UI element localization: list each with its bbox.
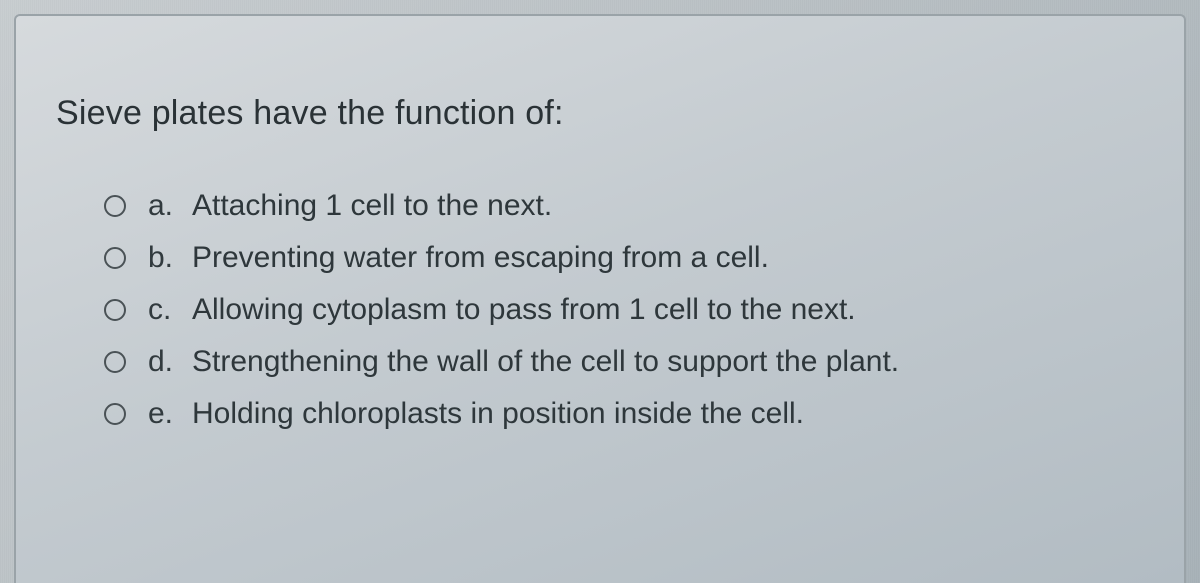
option-b-radio[interactable] — [104, 247, 126, 269]
option-text: Strengthening the wall of the cell to su… — [192, 345, 899, 379]
option-row: e. Holding chloroplasts in position insi… — [104, 397, 1144, 431]
option-text: Preventing water from escaping from a ce… — [192, 241, 769, 275]
option-text: Allowing cytoplasm to pass from 1 cell t… — [192, 293, 856, 327]
option-e-radio[interactable] — [104, 403, 126, 425]
option-row: c. Allowing cytoplasm to pass from 1 cel… — [104, 293, 1144, 327]
option-text: Attaching 1 cell to the next. — [192, 189, 552, 223]
option-text: Holding chloroplasts in position inside … — [192, 397, 804, 431]
option-letter: d. — [148, 345, 192, 379]
option-row: d. Strengthening the wall of the cell to… — [104, 345, 1144, 379]
option-letter: a. — [148, 189, 192, 223]
option-letter: e. — [148, 397, 192, 431]
option-a-radio[interactable] — [104, 195, 126, 217]
question-panel: Sieve plates have the function of: a. At… — [14, 14, 1186, 583]
option-letter: c. — [148, 293, 192, 327]
option-c-radio[interactable] — [104, 299, 126, 321]
option-letter: b. — [148, 241, 192, 275]
option-row: b. Preventing water from escaping from a… — [104, 241, 1144, 275]
options-list: a. Attaching 1 cell to the next. b. Prev… — [56, 189, 1144, 431]
option-d-radio[interactable] — [104, 351, 126, 373]
option-row: a. Attaching 1 cell to the next. — [104, 189, 1144, 223]
question-prompt: Sieve plates have the function of: — [56, 94, 1144, 133]
